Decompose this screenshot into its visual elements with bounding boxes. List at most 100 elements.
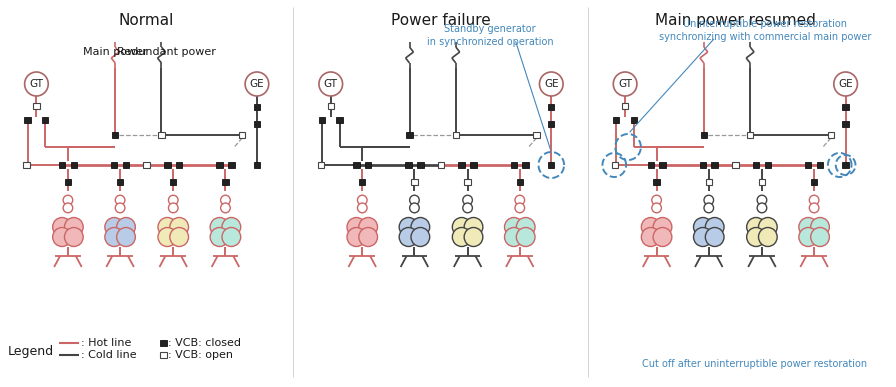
Bar [759,179,765,185]
Bar [533,132,539,138]
Text: : Hot line: : Hot line [81,338,131,348]
Bar [33,103,39,109]
Circle shape [746,217,765,236]
Circle shape [504,217,523,236]
Circle shape [168,195,178,205]
Circle shape [799,217,817,236]
Circle shape [746,228,765,247]
Circle shape [220,203,230,213]
Bar [659,162,666,168]
Text: : Cold line: : Cold line [81,350,136,360]
Text: GE: GE [839,79,853,89]
Circle shape [65,228,83,247]
Bar [747,132,754,138]
Bar [116,179,124,185]
Bar [319,117,325,123]
Bar [71,162,77,168]
Circle shape [63,195,73,205]
Circle shape [759,228,777,247]
Circle shape [516,217,535,236]
Circle shape [116,195,125,205]
Text: : VCB: closed: : VCB: closed [168,338,241,348]
Text: Main power resumed: Main power resumed [655,13,815,28]
Bar [817,162,823,168]
Bar [711,162,718,168]
Text: Standby generator
in synchronized operation: Standby generator in synchronized operat… [426,24,554,47]
Circle shape [116,203,125,213]
Bar [700,162,706,168]
Circle shape [400,217,418,236]
Circle shape [464,217,483,236]
Text: Legend: Legend [8,344,54,358]
Bar [648,162,654,168]
Bar [160,340,167,346]
Circle shape [653,217,672,236]
Circle shape [170,217,188,236]
Bar [411,179,418,185]
Circle shape [811,228,830,247]
Bar [653,179,659,185]
Bar [805,162,812,168]
Bar [359,179,366,185]
Bar [111,162,117,168]
Circle shape [757,203,767,213]
Circle shape [694,228,712,247]
Circle shape [705,228,724,247]
Bar [631,117,637,123]
Bar [811,179,817,185]
Circle shape [705,217,724,236]
Bar [254,162,260,168]
Bar [318,162,324,168]
Circle shape [651,203,661,213]
Text: Cut off after uninterruptible power restoration: Cut off after uninterruptible power rest… [642,359,867,369]
Circle shape [105,228,124,247]
Bar [42,117,48,123]
Text: Normal: Normal [119,13,175,28]
Text: Power failure: Power failure [392,13,491,28]
Bar [222,179,228,185]
Bar [613,117,619,123]
Bar [365,162,371,168]
Bar [438,162,444,168]
Circle shape [358,217,377,236]
Bar [228,162,235,168]
Circle shape [809,203,819,213]
Bar [405,162,412,168]
Bar [511,162,517,168]
Circle shape [515,195,524,205]
Bar [143,162,150,168]
Bar [59,162,65,168]
Circle shape [53,217,72,236]
Circle shape [222,228,241,247]
Circle shape [642,228,660,247]
Bar [522,162,529,168]
Circle shape [358,228,377,247]
Circle shape [24,72,48,96]
Circle shape [116,217,135,236]
Bar [336,117,343,123]
Bar [23,162,30,168]
Circle shape [504,228,523,247]
Bar [328,103,334,109]
Bar [254,121,260,127]
Bar [612,162,618,168]
Circle shape [809,195,819,205]
Circle shape [358,203,367,213]
Circle shape [409,203,419,213]
Bar [239,132,246,138]
Bar [764,162,771,168]
Circle shape [411,217,430,236]
Bar [464,179,470,185]
Circle shape [704,203,713,213]
Bar [753,162,759,168]
Bar [548,121,555,127]
Circle shape [347,228,366,247]
Circle shape [170,228,188,247]
Text: GT: GT [30,79,43,89]
Bar [65,179,71,185]
Bar [160,352,167,358]
Circle shape [211,217,228,236]
Bar [24,117,30,123]
Circle shape [63,203,73,213]
Circle shape [463,195,472,205]
